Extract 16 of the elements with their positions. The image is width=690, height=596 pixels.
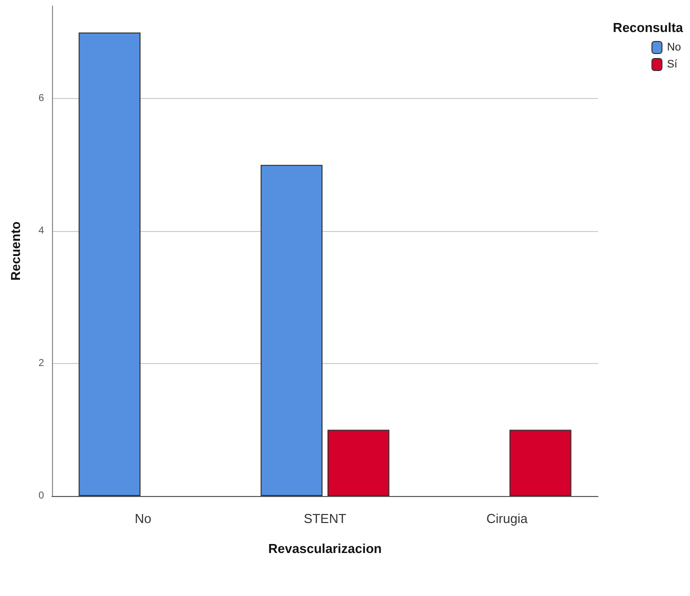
bar	[509, 430, 572, 496]
y-tick-label: 6	[38, 93, 44, 104]
legend-label: No	[666, 42, 681, 54]
legend-title: Reconsulta	[612, 20, 684, 35]
x-tick-label: Cirugia	[486, 511, 528, 526]
x-axis-title: Revascularizacion	[268, 541, 382, 556]
y-tick-label: 2	[38, 358, 44, 370]
y-tick-label: 0	[38, 490, 44, 502]
legend-label: Sí	[666, 58, 678, 70]
bar	[78, 32, 141, 496]
bar	[327, 430, 390, 496]
x-tick-label: STENT	[304, 511, 346, 526]
x-tick-label: No	[134, 511, 152, 526]
y-axis-title: Recuento	[8, 221, 23, 281]
y-tick-label: 4	[38, 226, 44, 237]
bar	[260, 164, 323, 496]
